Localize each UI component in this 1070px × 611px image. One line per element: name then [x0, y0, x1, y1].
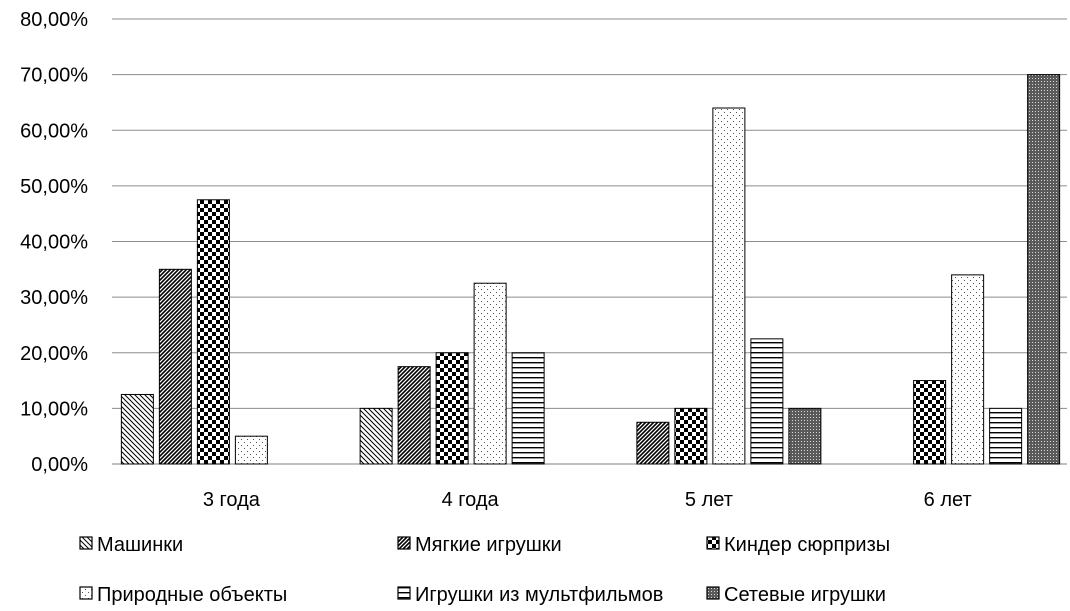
legend-item: Сетевые игрушки	[706, 584, 886, 606]
y-tick-label: 20,00%	[20, 343, 88, 365]
legend-item: Игрушки из мультфильмов	[397, 584, 663, 606]
legend-label: Природные объекты	[97, 584, 287, 606]
bar	[511, 352, 545, 465]
legend-item: Киндер сюрпризы	[706, 534, 890, 556]
legend-label: Машинки	[97, 534, 183, 556]
bar	[1027, 74, 1061, 465]
bar	[636, 421, 670, 465]
legend-label: Игрушки из мультфильмов	[415, 584, 663, 606]
bar	[473, 282, 507, 465]
x-tick-label: 6 лет	[924, 489, 972, 511]
bar	[359, 407, 393, 465]
bar	[234, 435, 268, 465]
bar	[196, 199, 230, 465]
bar	[989, 407, 1023, 465]
bar	[712, 107, 746, 465]
bar	[397, 366, 431, 465]
legend-item: Природные объекты	[79, 584, 287, 606]
bar	[435, 352, 469, 465]
legend: Машинки Мягкие игрушки Киндер сюрпризы Прир…	[79, 534, 890, 606]
x-tick-label: 5 лет	[685, 489, 733, 511]
y-tick-label: 60,00%	[20, 120, 88, 142]
legend-label: Мягкие игрушки	[415, 534, 562, 556]
bar	[158, 268, 192, 465]
legend-swatch	[706, 586, 720, 600]
bar	[750, 338, 784, 465]
bar	[913, 380, 947, 465]
legend-item: Мягкие игрушки	[397, 534, 562, 556]
y-axis: 0,00% 10,00% 20,00% 30,00% 40,00% 50,00% 60,00…	[20, 9, 88, 476]
x-tick-label: 4 года	[442, 489, 500, 511]
y-tick-label: 40,00%	[20, 232, 88, 254]
legend-swatch	[397, 536, 411, 550]
y-tick-label: 50,00%	[20, 176, 88, 198]
bars	[120, 74, 1061, 465]
y-tick-label: 30,00%	[20, 287, 88, 309]
legend-label: Сетевые игрушки	[724, 584, 886, 606]
y-tick-label: 80,00%	[20, 9, 88, 31]
legend-item: Машинки	[79, 534, 183, 556]
legend-label: Киндер сюрпризы	[724, 534, 890, 556]
x-axis: 3 года 4 года 5 лет 6 лет	[203, 489, 972, 511]
legend-swatch	[79, 586, 93, 600]
bar	[674, 407, 708, 465]
y-tick-label: 70,00%	[20, 65, 88, 87]
gridlines	[112, 18, 1067, 465]
legend-swatch	[79, 536, 93, 550]
legend-swatch	[706, 536, 720, 550]
x-tick-label: 3 года	[203, 489, 261, 511]
bar	[788, 407, 822, 465]
y-tick-label: 10,00%	[20, 398, 88, 420]
bar	[951, 274, 985, 465]
bar	[120, 393, 154, 465]
legend-swatch	[397, 586, 411, 600]
y-tick-label: 0,00%	[31, 454, 88, 476]
